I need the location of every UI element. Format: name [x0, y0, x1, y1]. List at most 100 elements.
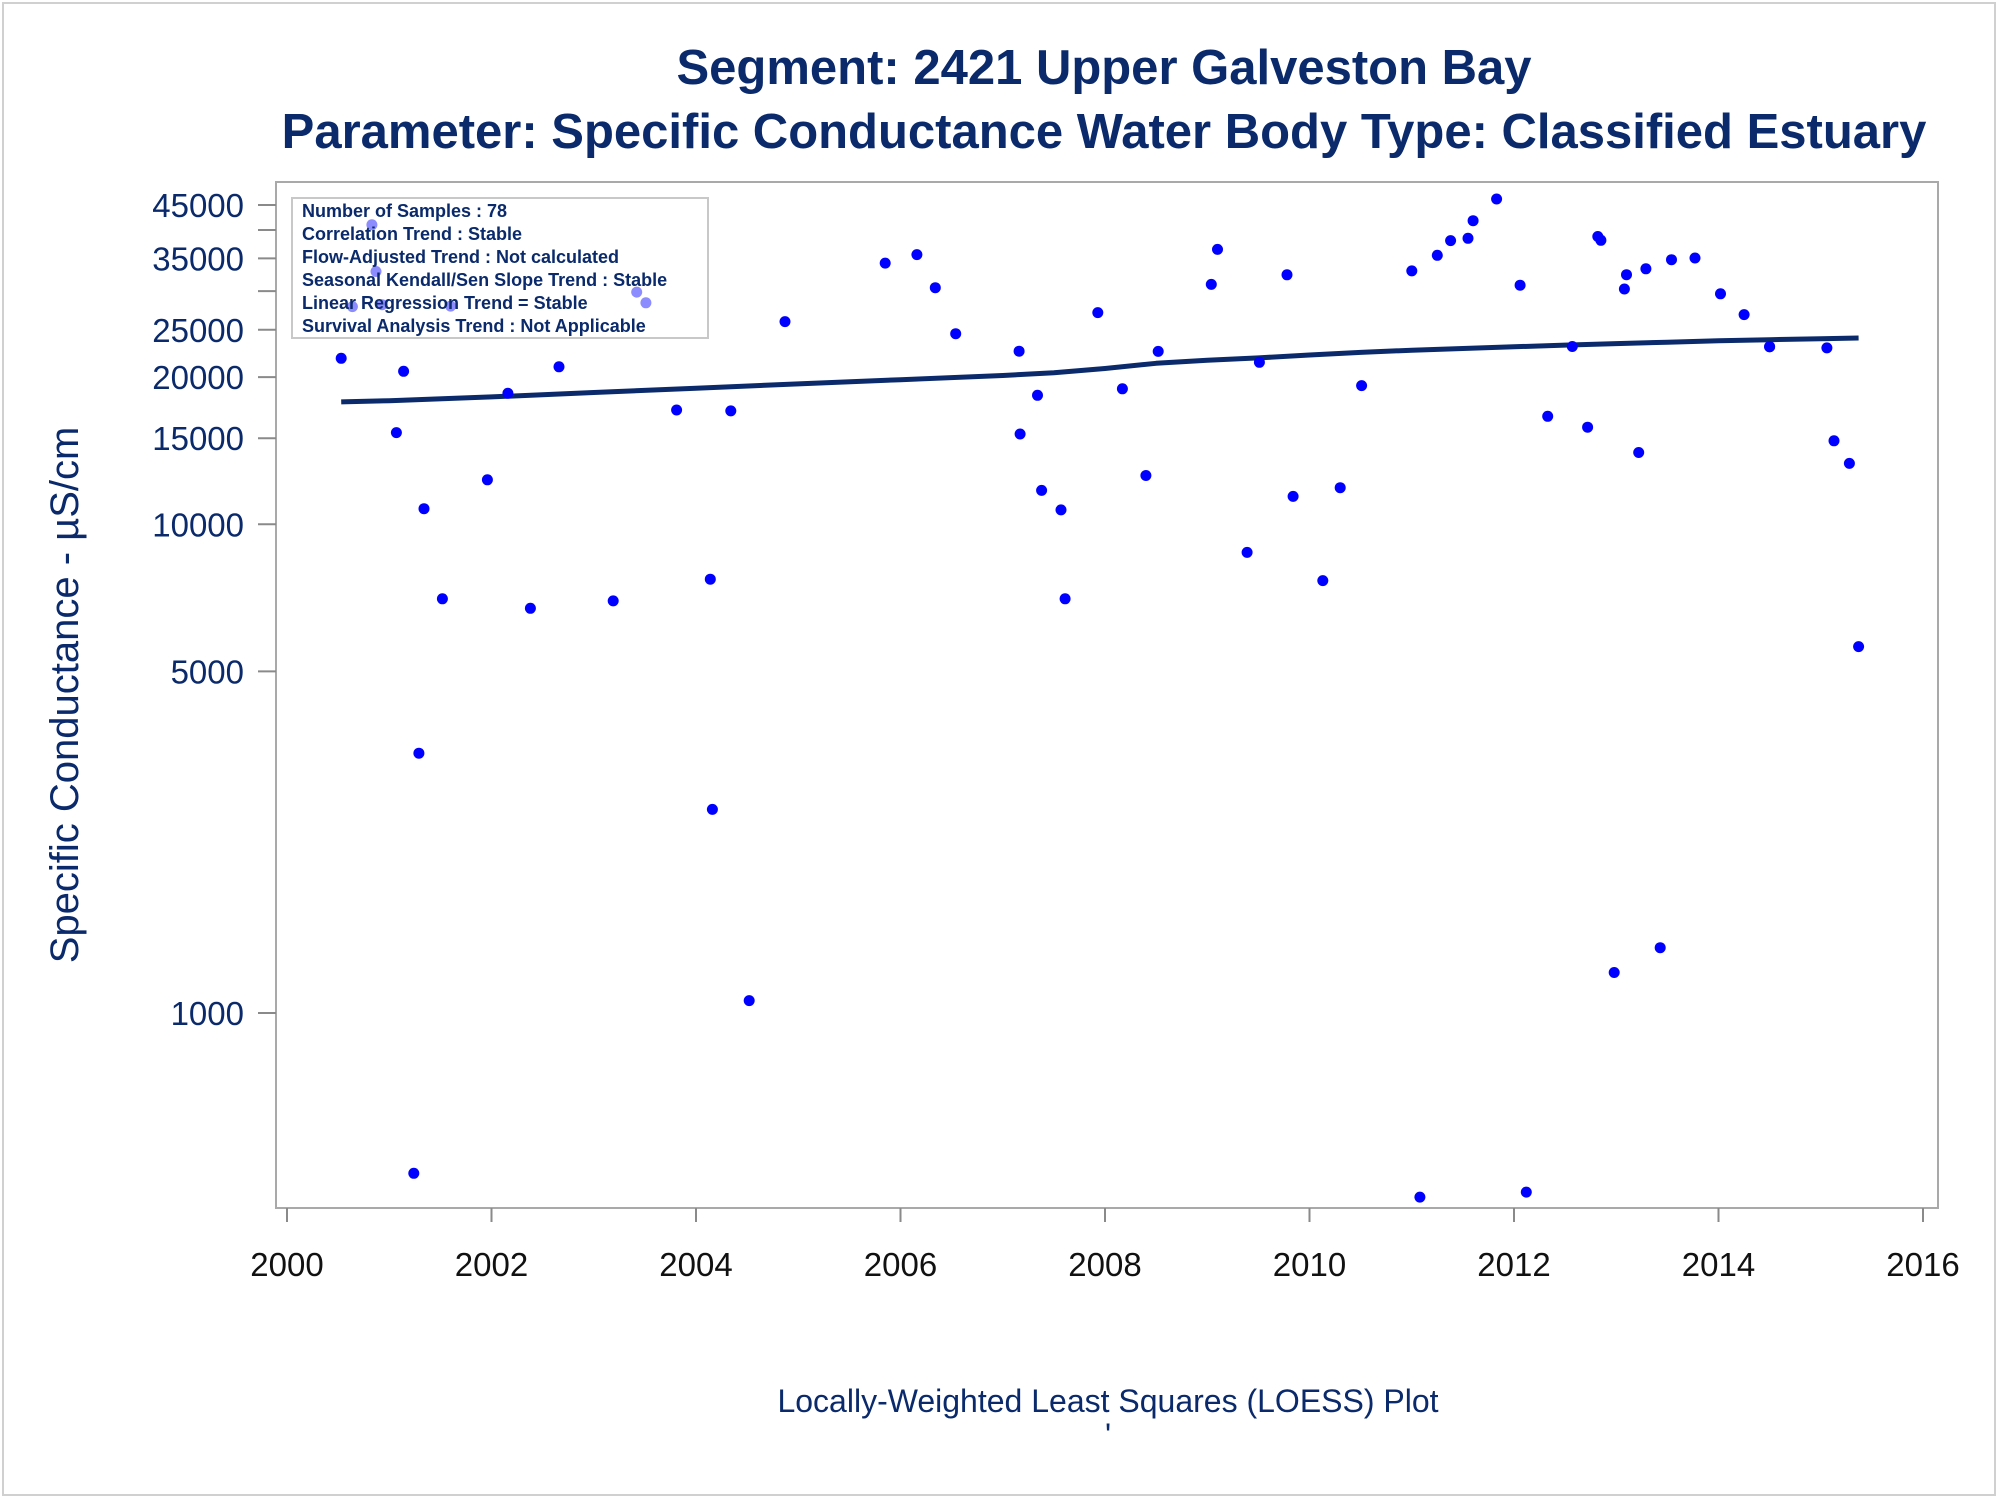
- data-point: [607, 595, 619, 607]
- chart-subtitle: Parameter: Specific Conductance Water Bo…: [282, 105, 1927, 159]
- y-tick-label: 45000: [152, 187, 244, 224]
- data-point: [1334, 482, 1346, 494]
- x-tick-label: 2002: [455, 1246, 528, 1283]
- data-point: [1032, 389, 1043, 401]
- x-tick-label: 2008: [1068, 1246, 1141, 1283]
- data-point: [1828, 435, 1840, 447]
- stats-legend: Number of Samples : 78 Correlation Trend …: [291, 197, 709, 339]
- data-point: [1666, 254, 1677, 266]
- data-point: [706, 803, 718, 815]
- data-point: [1055, 504, 1067, 516]
- data-point: [1654, 942, 1666, 954]
- data-point: [1566, 341, 1578, 352]
- data-point: [408, 1167, 420, 1179]
- data-point: [1621, 269, 1632, 281]
- x-tick-label: 2004: [659, 1246, 732, 1283]
- x-tick-label: 2006: [864, 1246, 937, 1283]
- footnote-mark: ': [1105, 1417, 1111, 1453]
- data-point: [1595, 234, 1607, 246]
- data-point: [436, 593, 448, 605]
- data-point: [950, 328, 962, 340]
- data-point: [1821, 342, 1833, 354]
- data-point: [1640, 263, 1652, 275]
- stats-legend-line: Seasonal Kendall/Sen Slope Trend : Stabl…: [302, 270, 667, 290]
- data-point: [1462, 232, 1474, 244]
- data-point: [1843, 457, 1855, 469]
- data-point: [418, 503, 430, 515]
- x-tick-label: 2000: [250, 1246, 323, 1283]
- x-tick-label: 2014: [1682, 1246, 1755, 1283]
- data-point: [1491, 193, 1503, 205]
- y-tick-label: 10000: [152, 506, 244, 543]
- data-point: [1520, 1186, 1532, 1198]
- data-point: [1152, 345, 1164, 357]
- data-point: [704, 573, 716, 585]
- loess-layer: [341, 335, 1859, 405]
- data-point: [1608, 967, 1620, 978]
- data-point: [1253, 356, 1265, 368]
- points-layer: [335, 193, 1865, 1203]
- data-point: [1013, 345, 1025, 357]
- data-point: [1140, 470, 1152, 481]
- data-point: [1414, 1191, 1426, 1203]
- x-tick-label: 2016: [1886, 1246, 1959, 1283]
- data-point: [879, 257, 891, 269]
- data-point: [1445, 235, 1457, 247]
- data-point: [779, 316, 791, 328]
- stats-legend-line: Number of Samples : 78: [302, 201, 507, 221]
- data-point: [1764, 341, 1776, 353]
- data-point: [1356, 380, 1368, 392]
- data-point: [390, 427, 402, 439]
- data-point: [502, 387, 514, 399]
- data-point: [1205, 278, 1217, 290]
- stats-legend-line: Linear Regression Trend = Stable: [302, 293, 588, 313]
- data-point: [553, 361, 565, 373]
- plot-area: [275, 181, 1939, 1209]
- data-point: [1618, 283, 1630, 295]
- data-point: [1036, 484, 1048, 496]
- x-axis: 2000 2002 2004 2006 2008 2010 2012 2014 2016: [250, 1208, 1960, 1283]
- data-point: [1514, 279, 1526, 291]
- data-point: [524, 602, 536, 614]
- data-point: [1281, 269, 1293, 281]
- data-point: [1092, 307, 1104, 319]
- data-point: [398, 365, 410, 377]
- data-point: [1689, 252, 1701, 264]
- data-point: [1582, 421, 1594, 433]
- data-point: [1241, 546, 1253, 558]
- y-tick-label: 1000: [171, 995, 244, 1032]
- x-tick-label: 2012: [1477, 1246, 1550, 1283]
- x-tick-label: 2010: [1273, 1246, 1346, 1283]
- stats-legend-box: [291, 197, 709, 339]
- data-point: [1853, 641, 1865, 653]
- y-tick-label: 35000: [152, 240, 244, 277]
- y-tick-label: 25000: [152, 312, 244, 349]
- data-point: [671, 404, 683, 416]
- chart-title: Segment: 2421 Upper Galveston Bay: [676, 41, 1531, 95]
- data-point: [1287, 490, 1299, 502]
- stats-legend-line: Survival Analysis Trend : Not Applicable: [302, 316, 646, 336]
- data-point: [1738, 309, 1750, 321]
- y-axis: 1000 5000 10000 15000 20000 25000 35000 45000: [152, 187, 276, 1032]
- data-point: [911, 249, 923, 261]
- data-point: [929, 282, 941, 294]
- data-point: [1467, 215, 1479, 227]
- data-point: [1116, 383, 1128, 395]
- stats-legend-line: Correlation Trend : Stable: [302, 224, 522, 244]
- stats-legend-line: Flow-Adjusted Trend : Not calculated: [302, 247, 619, 267]
- data-point: [1317, 575, 1329, 587]
- y-tick-label: 15000: [152, 420, 244, 457]
- data-point: [1633, 447, 1645, 458]
- data-point: [481, 474, 493, 486]
- data-point: [1212, 243, 1223, 255]
- y-tick-label: 5000: [171, 653, 244, 690]
- data-point: [743, 995, 755, 1007]
- data-point: [725, 405, 737, 417]
- y-tick-label: 20000: [152, 359, 244, 396]
- data-point: [1431, 249, 1443, 261]
- data-point: [1542, 410, 1554, 422]
- data-point: [413, 747, 425, 759]
- data-point: [335, 352, 347, 364]
